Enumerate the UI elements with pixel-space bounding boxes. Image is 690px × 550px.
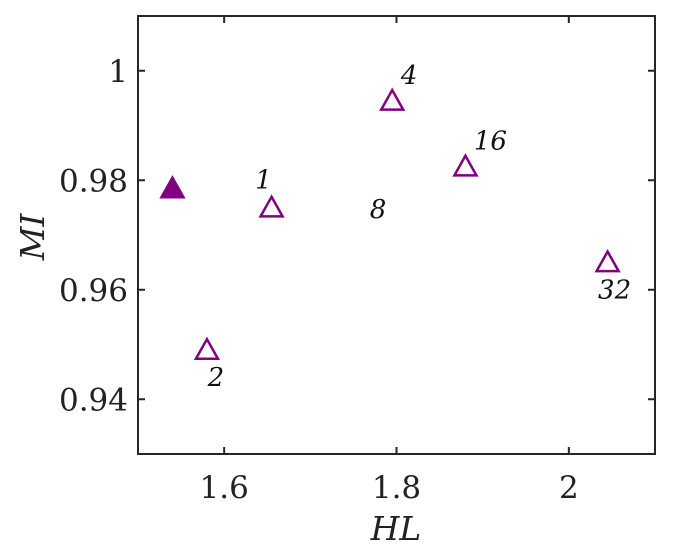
y-tick-label: 0.94: [59, 382, 128, 418]
point-label: 32: [598, 275, 631, 305]
plot-area: [137, 15, 656, 455]
y-tick-label: 0.96: [59, 273, 128, 309]
point-marker: [258, 194, 285, 218]
y-axis-label: MI: [13, 213, 52, 262]
x-axis-ticks: 1.6 1.8 2: [200, 16, 579, 506]
point-marker: [452, 153, 479, 177]
point-label: 1: [255, 166, 272, 196]
point-marker: [594, 249, 621, 273]
y-axis-ticks: 0.94 0.96 0.98 1: [59, 54, 655, 418]
point-label: 16: [474, 127, 507, 157]
point-label: 4: [400, 61, 418, 91]
point-label: 8: [370, 195, 387, 225]
point-label: 2: [207, 363, 225, 393]
point-marker: [193, 336, 221, 361]
point-marker: [379, 87, 406, 111]
x-tick-label: 2: [559, 470, 579, 506]
x-tick-label: 1.8: [372, 470, 421, 506]
data-markers: [159, 87, 621, 361]
reference-marker: [159, 175, 186, 199]
x-axis-label: HL: [370, 509, 422, 548]
y-tick-label: 0.98: [59, 163, 128, 199]
x-tick-label: 1.6: [200, 470, 249, 506]
data-labels: 1 2 4 8 16 32: [207, 61, 631, 393]
y-tick-label: 1: [108, 54, 128, 90]
